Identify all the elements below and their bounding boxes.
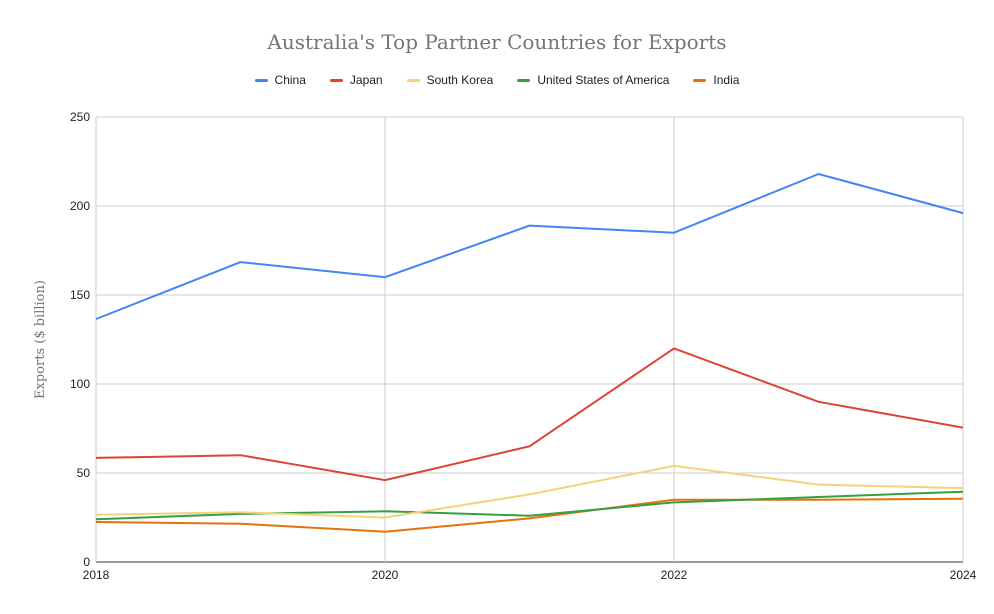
legend-item: China [254,73,306,87]
y-tick-label: 250 [70,110,90,124]
chart-title: Australia's Top Partner Countries for Ex… [267,30,727,54]
series-line-united-states-of-america [95,490,964,521]
x-tick-label: 2024 [950,568,977,582]
y-tick-label: 200 [70,199,90,213]
x-tick-label: 2022 [661,568,688,582]
legend-swatch [693,78,707,82]
legend: China Japan South Korea United States of Am… [0,73,994,87]
legend-label: Japan [349,73,383,87]
legend-item: India [693,73,739,87]
legend-label: China [274,73,306,87]
legend-swatch [254,78,268,82]
legend-item: Japan [329,73,383,87]
y-tick-label: 100 [70,377,90,391]
series-line-china [95,173,964,320]
legend-swatch [329,78,343,82]
legend-item: South Korea [406,73,494,87]
y-tick-label: 50 [77,466,91,480]
legend-swatch [406,78,420,82]
series-line-india [95,497,964,533]
legend-item: United States of America [517,73,669,87]
legend-label: India [713,73,740,87]
series-line-south-korea [95,464,964,519]
legend-label: South Korea [426,73,494,87]
x-tick-label: 2018 [83,568,110,582]
y-axis-label: Exports ($ billion) [33,280,48,399]
legend-label: United States of America [537,73,670,87]
y-tick-label: 0 [83,555,90,569]
series-line-japan [95,347,964,482]
y-tick-label: 150 [70,288,90,302]
x-tick-label: 2020 [372,568,399,582]
legend-swatch [517,78,531,82]
